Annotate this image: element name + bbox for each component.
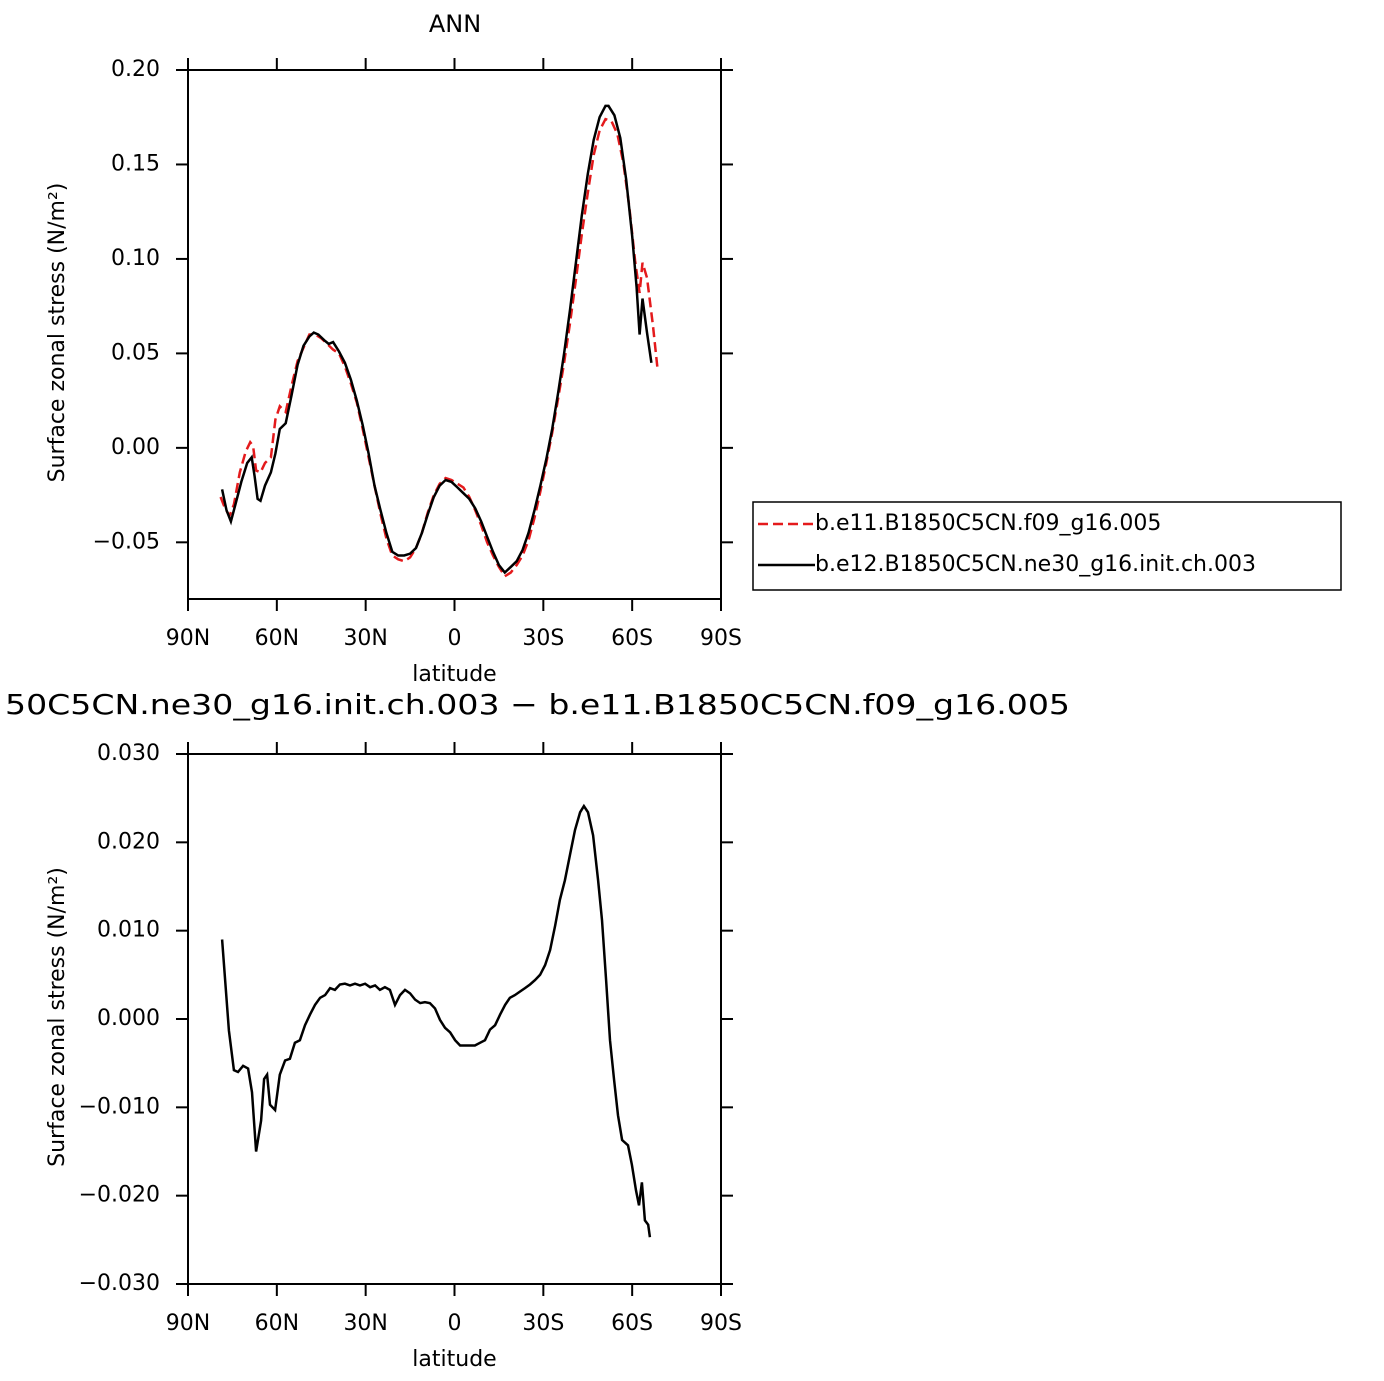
y-tick-label: 0.15 (111, 151, 160, 176)
x-tick-label: 60S (611, 1311, 653, 1336)
y-tick-label: 0.20 (111, 57, 160, 82)
y-tick-label: −0.010 (79, 1094, 160, 1119)
data-line (220, 803, 652, 1238)
x-tick-label: 60N (255, 626, 299, 651)
y-tick-label: 0.000 (97, 1006, 160, 1031)
legend-label: b.e12.B1850C5CN.ne30_g16.init.ch.003 (815, 552, 1256, 577)
x-tick-label: 30N (343, 1311, 387, 1336)
x-tick-label: 0 (448, 626, 462, 651)
y-tick-label: 0.10 (111, 246, 160, 271)
y-axis-label: Surface zonal stress (N/m²) (45, 867, 70, 1167)
y-tick-label: −0.020 (79, 1183, 160, 1208)
x-tick-label: 90N (166, 1311, 210, 1336)
y-tick-label: −0.030 (79, 1271, 160, 1296)
data-line (219, 117, 659, 579)
x-tick-label: 30S (522, 1311, 564, 1336)
y-tick-label: 0.030 (97, 741, 160, 766)
y-tick-label: 0.00 (111, 435, 160, 460)
plot-frame (187, 69, 722, 600)
chart-title: 50C5CN.ne30_g16.init.ch.003 − b.e11.B185… (5, 688, 1070, 721)
x-tick-label: 30S (522, 626, 564, 651)
x-axis-label: latitude (412, 662, 496, 687)
y-tick-label: 0.020 (97, 829, 160, 854)
y-tick-label: 0.010 (97, 918, 160, 943)
legend-box (752, 501, 1342, 591)
y-axis-label: Surface zonal stress (N/m²) (45, 183, 70, 483)
x-tick-label: 30N (343, 626, 387, 651)
x-tick-label: 60N (255, 1311, 299, 1336)
legend-label: b.e11.B1850C5CN.f09_g16.005 (815, 511, 1161, 536)
data-line (220, 104, 653, 575)
y-tick-label: 0.05 (111, 340, 160, 365)
x-tick-label: 60S (611, 626, 653, 651)
y-tick-label: −0.05 (93, 529, 160, 554)
plot-frame (187, 753, 722, 1285)
x-axis-label: latitude (412, 1347, 496, 1372)
x-tick-label: 90S (700, 1311, 742, 1336)
x-tick-label: 90S (700, 626, 742, 651)
x-tick-label: 90N (166, 626, 210, 651)
chart-title: ANN (429, 10, 481, 38)
x-tick-label: 0 (448, 1311, 462, 1336)
